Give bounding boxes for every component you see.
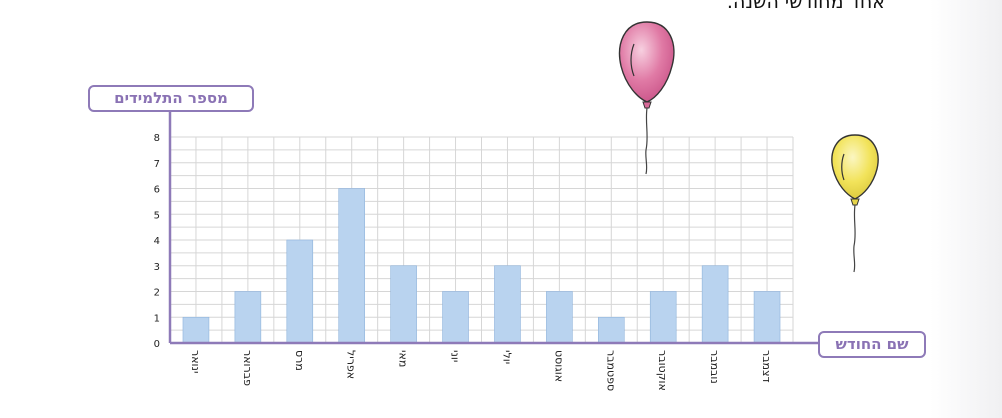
y-tick-label: 7	[154, 159, 160, 170]
x-tick-label: יוני	[449, 350, 462, 362]
bar-10	[649, 291, 677, 344]
x-tick-label: מאי	[397, 350, 410, 367]
x-tick-label: אוקטובר	[656, 350, 669, 391]
x-tick-label: אפריל	[345, 350, 358, 379]
bar-12	[753, 291, 781, 344]
y-tick-label: 3	[154, 262, 160, 273]
y-tick-label: 6	[154, 185, 160, 196]
top-text: אחד מחודשי השנה.	[726, 0, 885, 13]
x-tick-labels: ינואר פברואר מרס אפריל מאי יוני יולי אוגוסט ספטמ…	[189, 350, 773, 391]
x-tick-label: דצמבר	[760, 350, 773, 383]
y-tick-label: 8	[154, 133, 160, 144]
x-tick-label: יולי	[500, 350, 513, 364]
bar-4	[338, 188, 365, 344]
y-tick-label: 0	[154, 339, 160, 350]
bar-7	[494, 265, 521, 344]
x-tick-label: מרס	[293, 350, 306, 371]
bar-8	[546, 291, 573, 344]
x-tick-label: פברואר	[241, 350, 254, 386]
y-tick-label: 4	[154, 236, 160, 247]
page-edge-shadow	[930, 0, 1002, 418]
x-tick-label: ספטמבר	[604, 350, 617, 391]
yellow-balloon-icon	[831, 134, 879, 273]
bar-11	[701, 265, 729, 344]
y-tick-label: 2	[154, 288, 160, 299]
y-tick-label: 1	[154, 313, 160, 324]
bar-1	[182, 316, 210, 344]
chart-axes	[168, 110, 818, 345]
x-tick-label: נובמבר	[708, 350, 721, 384]
chart-bars	[182, 188, 781, 344]
x-axis-label: שם החודש	[818, 331, 926, 358]
bar-9	[598, 316, 625, 344]
chart-grid	[169, 136, 794, 344]
y-tick-label: 5	[154, 210, 160, 221]
x-tick-label: ינואר	[189, 350, 202, 373]
bar-6	[442, 291, 469, 344]
bar-3	[286, 239, 314, 344]
pink-balloon-icon	[618, 21, 675, 175]
y-tick-labels: 0 1 2 3 4 5 6 7 8	[154, 133, 160, 350]
bar-5	[390, 265, 417, 344]
bar-2	[234, 291, 262, 344]
x-tick-label: אוגוסט	[552, 350, 565, 382]
